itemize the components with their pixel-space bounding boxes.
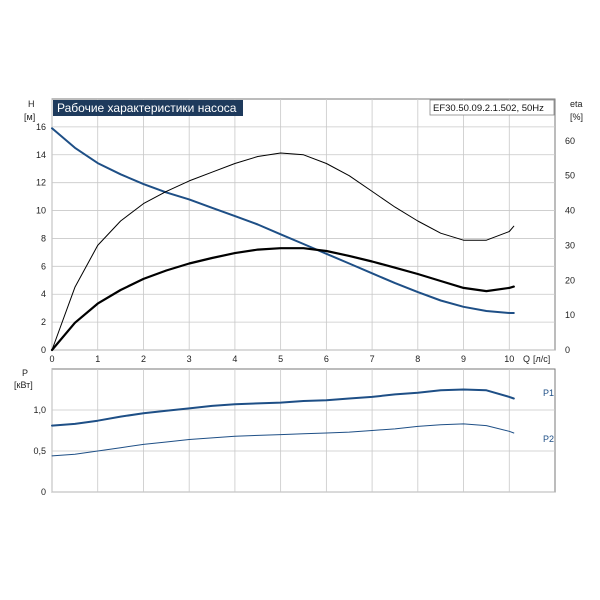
x-tick-label: 0 [49, 354, 54, 364]
y-right-tick-label: 50 [565, 171, 575, 181]
y-left-tick-label: 4 [41, 289, 46, 299]
top-curves [50, 127, 515, 352]
y-right-tick-label: 10 [565, 310, 575, 320]
power-chart: 0 0,5 1,0 P [кВт] P1 P2 [14, 368, 556, 497]
x-tick-label: 7 [370, 354, 375, 364]
bottom-curves [51, 388, 515, 457]
bottom-grid [51, 369, 555, 493]
y-left-tick-label: 2 [41, 317, 46, 327]
y-left-axis-unit: [м] [24, 112, 35, 122]
curve-p2 [51, 423, 515, 457]
power-tick-label: 0,5 [33, 446, 46, 456]
top-grid [51, 99, 555, 351]
title-box [53, 100, 243, 116]
y-right-tick-label: 60 [565, 136, 575, 146]
curve-eta [51, 152, 515, 351]
curve-h [51, 127, 515, 314]
x-tick-label: 6 [324, 354, 329, 364]
y-right-tick-label: 40 [565, 206, 575, 216]
y-right-tick-label: 30 [565, 240, 575, 250]
y-left-tick-label: 16 [36, 122, 46, 132]
p2-legend-label: P2 [543, 434, 554, 444]
power-tick-label: 0 [41, 487, 46, 497]
y-right-axis-unit: [%] [570, 112, 583, 122]
y-left-axis-name: H [28, 99, 35, 109]
y-left-tick-label: 14 [36, 150, 46, 160]
x-tick-label: 4 [232, 354, 237, 364]
x-tick-label: 1 [95, 354, 100, 364]
y-right-axis-name: eta [570, 99, 583, 109]
model-label: EF30.50.09.2.1.502, 50Hz [433, 103, 544, 114]
x-tick-label: 10 [504, 354, 514, 364]
y-left-tick-label: 8 [41, 233, 46, 243]
curve-eta-p2 [50, 247, 515, 352]
y-right-tick-label: 0 [565, 345, 570, 355]
bottom-tick-labels: 0 0,5 1,0 [33, 405, 46, 497]
y-left-tick-label: 12 [36, 178, 46, 188]
y-left-tick-label: 0 [41, 345, 46, 355]
power-axis-unit: [кВт] [14, 380, 33, 390]
model-box [429, 99, 555, 116]
x-tick-label: 3 [187, 354, 192, 364]
y-left-tick-label: 10 [36, 206, 46, 216]
y-right-tick-label: 20 [565, 275, 575, 285]
x-axis-name: Q [523, 354, 530, 364]
power-tick-label: 1,0 [33, 405, 46, 415]
p1-legend-label: P1 [543, 388, 554, 398]
chart-title: Рабочие характеристики насоса [57, 101, 237, 115]
x-tick-label: 5 [278, 354, 283, 364]
x-tick-label: 9 [461, 354, 466, 364]
x-tick-label: 2 [141, 354, 146, 364]
y-left-tick-label: 6 [41, 261, 46, 271]
power-axis-name: P [22, 368, 28, 378]
x-axis-unit: [л/с] [533, 354, 550, 364]
x-tick-label: 8 [415, 354, 420, 364]
curve-p1 [51, 388, 515, 427]
